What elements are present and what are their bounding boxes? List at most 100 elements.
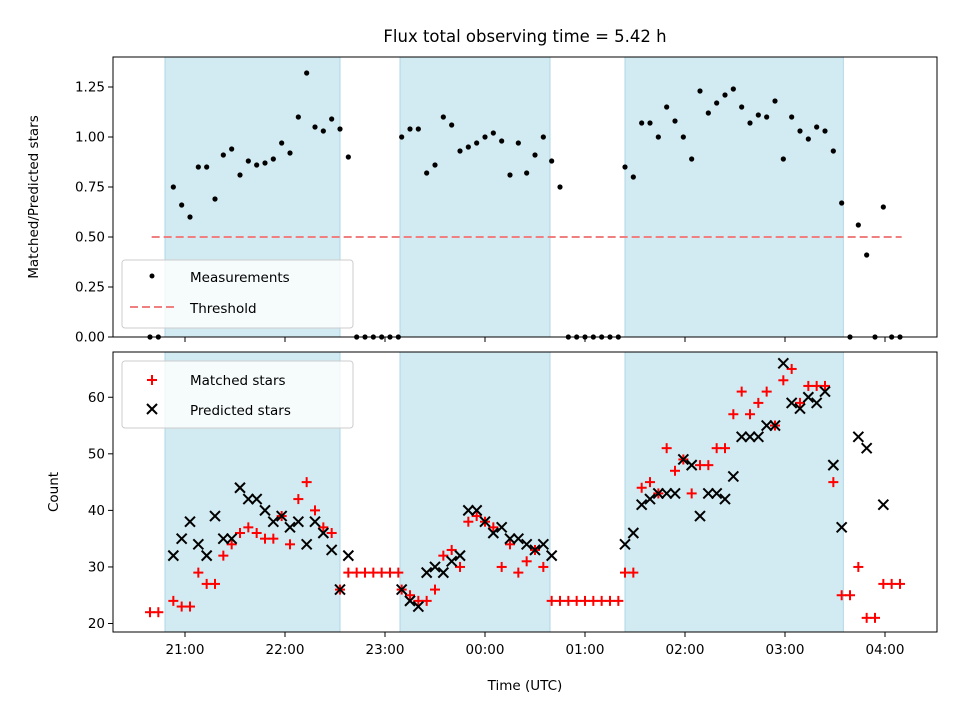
matched-star-marker	[438, 550, 449, 561]
measurement-point	[639, 120, 645, 126]
predicted-star-marker	[200, 549, 213, 562]
x-tick-label: 00:00	[466, 642, 505, 658]
measurement-point	[295, 114, 301, 120]
measurement-point	[797, 128, 803, 134]
y-tick-label: 0.25	[75, 280, 105, 296]
legend-marker-matched	[147, 375, 157, 385]
matched-star-marker	[513, 567, 524, 578]
predicted-star-marker	[652, 487, 665, 500]
matched-star-marker	[895, 578, 905, 589]
measurement-point	[722, 92, 728, 98]
measurement-point	[229, 146, 235, 152]
measurement-point	[747, 120, 753, 126]
bottom-x-ticks: 21:00 22:00 23:00 00:00 01:00 02:00 03:00 04:00	[166, 632, 905, 658]
matched-star-marker	[613, 595, 624, 606]
predicted-star-marker	[827, 459, 840, 471]
matched-star-marker	[285, 539, 295, 550]
measurement-point	[499, 138, 505, 144]
matched-star-marker	[293, 494, 304, 505]
predicted-star-marker	[794, 402, 806, 415]
y-tick-label: 0.50	[75, 230, 105, 246]
predicted-star-marker	[529, 544, 541, 556]
predicted-star-marker	[217, 532, 230, 545]
bottom-shaded-intervals	[164, 352, 844, 632]
measurement-point	[532, 152, 538, 158]
measurement-point	[664, 104, 670, 110]
predicted-star-marker	[744, 431, 756, 443]
predicted-star-marker	[479, 515, 491, 528]
matched-star-marker	[310, 505, 320, 516]
matched-star-marker	[488, 522, 499, 533]
matched-star-marker	[661, 443, 672, 454]
matched-star-marker	[521, 556, 532, 567]
predicted-star-marker	[660, 487, 673, 500]
measurement-point	[320, 128, 326, 134]
measurement-point	[655, 134, 661, 140]
predicted-star-marker	[334, 583, 346, 596]
matched-star-marker	[430, 584, 440, 595]
predicted-star-marker	[495, 521, 508, 534]
predicted-star-marker	[192, 538, 205, 551]
predicted-star-markers	[167, 357, 890, 613]
legend-label-predicted: Predicted stars	[190, 403, 291, 419]
x-tick-label: 04:00	[866, 642, 905, 658]
matched-star-marker	[405, 590, 415, 601]
matched-star-marker	[326, 528, 337, 539]
bottom-y-ticks: 20 30 40 50 60	[88, 390, 113, 632]
predicted-star-marker	[735, 431, 748, 443]
measurement-point	[772, 98, 778, 104]
x-tick-label: 03:00	[766, 642, 805, 658]
predicted-star-marker	[175, 532, 188, 545]
matched-star-marker	[870, 612, 880, 623]
matched-star-marker	[226, 539, 237, 550]
measurement-point	[855, 222, 861, 228]
matched-star-marker	[301, 477, 312, 488]
matched-star-marker	[795, 397, 805, 408]
measurement-point	[705, 110, 711, 116]
predicted-star-marker	[292, 515, 305, 528]
predicted-star-marker	[234, 482, 246, 494]
measurement-point	[432, 162, 438, 168]
predicted-star-marker	[267, 515, 280, 528]
measurement-point	[204, 164, 210, 170]
predicted-star-marker	[719, 493, 731, 505]
x-tick-label: 01:00	[566, 642, 605, 658]
matched-star-marker	[193, 567, 204, 578]
bottom-axes-frame	[112, 351, 938, 633]
predicted-star-marker	[644, 493, 656, 505]
predicted-star-marker	[462, 504, 475, 517]
measurement-point	[195, 164, 201, 170]
matched-star-marker	[686, 488, 697, 499]
matched-star-marker	[736, 386, 747, 397]
matched-star-marker	[243, 522, 254, 533]
measurement-point	[490, 130, 496, 136]
measurement-point	[254, 162, 260, 168]
matched-star-marker	[670, 465, 680, 476]
measurement-point	[457, 148, 463, 154]
top-y-ticks: 0.00 0.25 0.50 0.75 1.00 1.25	[75, 80, 113, 346]
measurement-point	[805, 136, 811, 142]
predicted-star-marker	[512, 532, 525, 545]
predicted-star-marker	[259, 504, 271, 517]
x-axis-label: Time (UTC)	[487, 678, 563, 694]
y-tick-label: 1.25	[75, 80, 105, 96]
measurement-point	[337, 126, 343, 132]
matched-star-marker	[393, 567, 404, 578]
measurement-point	[179, 202, 185, 208]
bottom-y-axis-label: Count	[46, 472, 62, 512]
predicted-star-marker	[627, 527, 640, 539]
matched-star-marker	[636, 482, 647, 493]
x-tick-label: 21:00	[166, 642, 205, 658]
measurement-point	[170, 184, 176, 190]
predicted-star-marker	[504, 532, 516, 545]
predicted-star-marker	[470, 504, 483, 517]
measurement-point	[465, 144, 471, 150]
predicted-star-marker	[810, 397, 823, 409]
matched-star-marker	[210, 578, 220, 589]
measurement-point	[739, 104, 745, 110]
predicted-star-marker	[860, 442, 873, 454]
predicted-star-marker	[437, 566, 450, 579]
predicted-star-marker	[520, 538, 533, 551]
measurement-point	[474, 140, 480, 146]
observing-window-shade	[625, 57, 844, 337]
